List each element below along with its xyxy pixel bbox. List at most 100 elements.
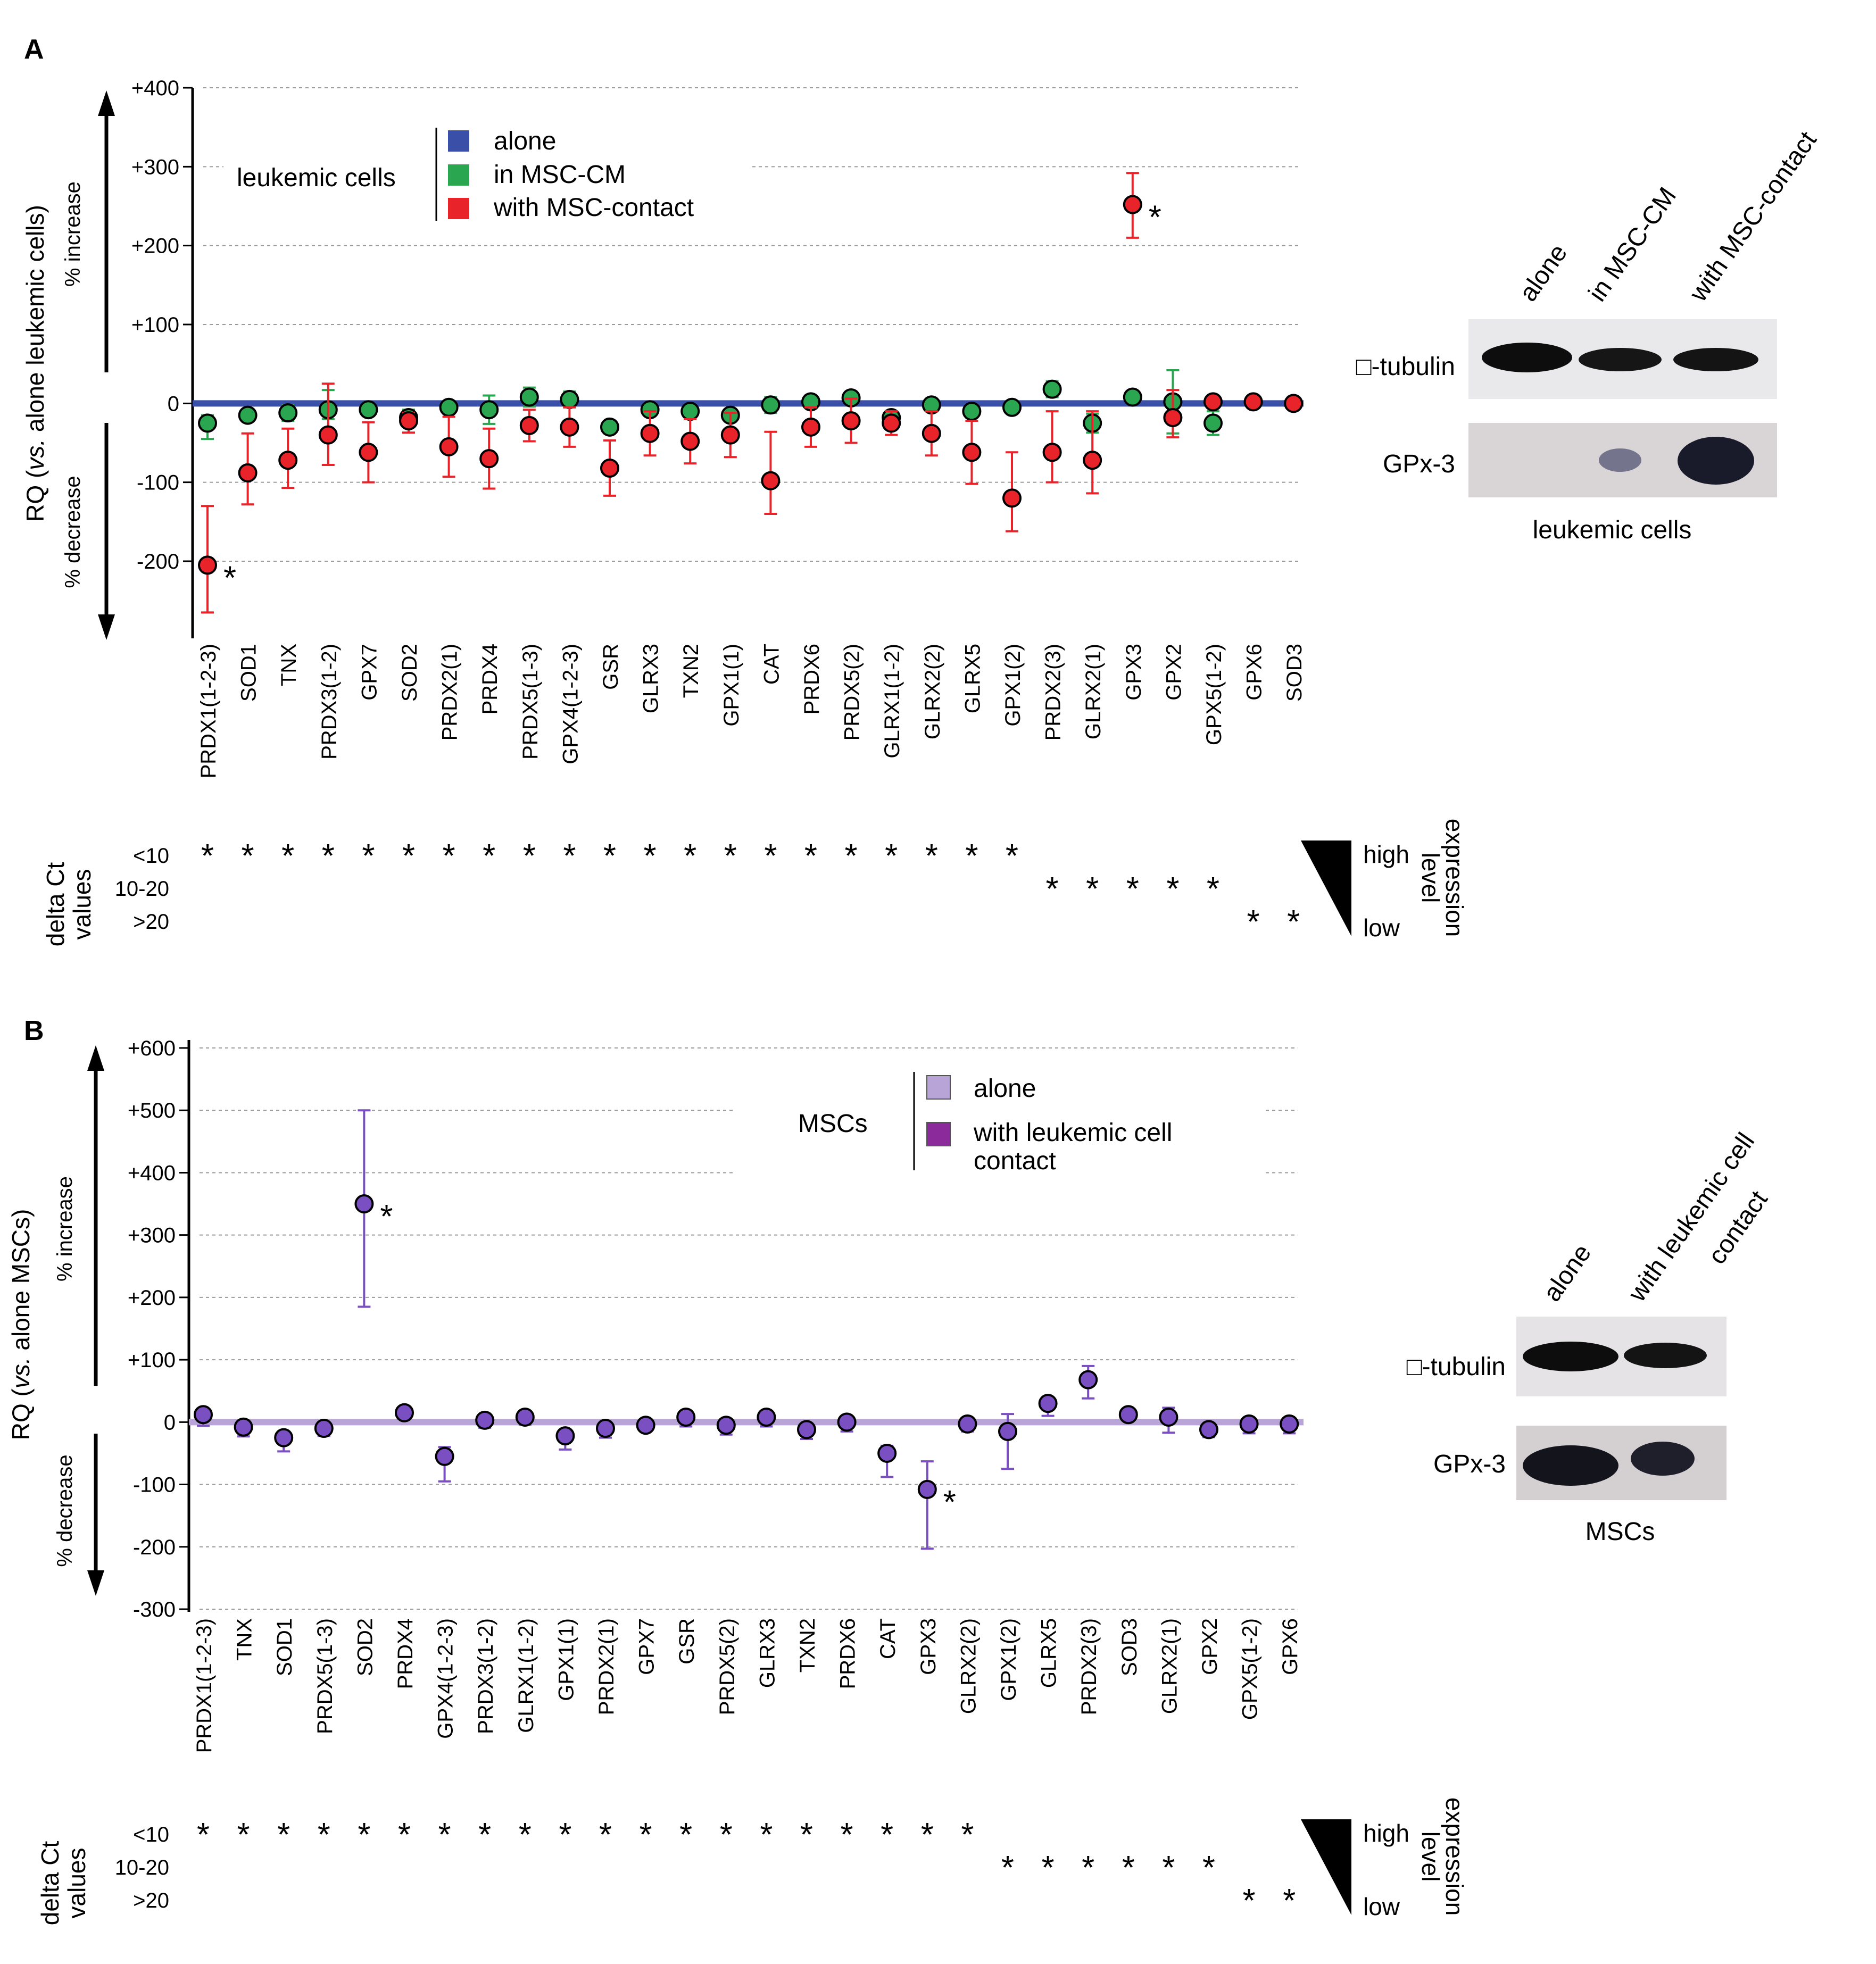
- a-point-with-msc-contact-sod3: [1284, 394, 1304, 413]
- panel-a-legend-box: [223, 120, 750, 237]
- b-x-label-glrx5: GLRX5: [1037, 1618, 1061, 1688]
- panel-b-band-tubulin-alone: [1523, 1342, 1618, 1371]
- b-y-tick-label-200: +200: [128, 1286, 176, 1310]
- legend-label-with-leukemic-contact-line2: contact: [974, 1147, 1056, 1175]
- b-point-with-leukemic-cell-contact-glrx2-2: [958, 1414, 977, 1434]
- panel-a-band-gpx3-msc-contact: [1678, 437, 1754, 485]
- panel-b-expression-title-line1: expression: [1441, 1797, 1468, 1916]
- panel-b-expression-high: high: [1363, 1819, 1409, 1847]
- b-point-with-leukemic-cell-contact-sod1: [274, 1428, 294, 1447]
- a-x-label-prdx4: PRDX4: [478, 644, 502, 714]
- b-ct-star-cat: *: [881, 1817, 893, 1853]
- b-point-with-leukemic-cell-contact-gpx3: [917, 1479, 937, 1499]
- a-x-label-prdx2-3: PRDX2(3): [1042, 644, 1065, 740]
- panel-a-delta-ct-row-3: >20: [133, 910, 169, 934]
- a-point-with-msc-contact-prdx6: [801, 417, 820, 437]
- a-point-in-msc-cm-prdx1-1-2-3: [198, 413, 217, 433]
- legend-swatch-in-msc-cm: [448, 164, 469, 186]
- a-x-label-gpx2: GPX2: [1162, 644, 1185, 701]
- b-point-with-leukemic-cell-contact-gpx6: [1280, 1414, 1299, 1434]
- b-x-label-prdx5-2: PRDX5(2): [716, 1618, 739, 1715]
- b-x-label-tnx: TNX: [233, 1618, 256, 1661]
- panel-b-increase-label: % increase: [53, 1176, 77, 1281]
- b-ct-star-glrx3: *: [760, 1817, 773, 1853]
- panel-b-delta-ct-stars: * * * * * * * * * * * * * * * * * * * * * * * * * * * *: [197, 1817, 1296, 1919]
- b-x-label-prdx1-1-2-3: PRDX1(1-2-3): [193, 1618, 216, 1753]
- a-point-with-msc-contact-prdx2-3: [1042, 443, 1062, 462]
- a-point-with-msc-contact-prdx5-2: [841, 411, 861, 430]
- b-point-with-leukemic-cell-contact-prdx1-1-2-3: [194, 1405, 213, 1425]
- a-point-in-msc-cm-gpx4-1-2-3: [560, 389, 579, 409]
- a-point-with-msc-contact-gpx6: [1243, 392, 1263, 412]
- b-y-tick-label-600: +600: [128, 1037, 176, 1060]
- a-point-in-msc-cm-prdx2-3: [1042, 379, 1062, 399]
- a-ct-star-sod2: *: [402, 838, 415, 875]
- panel-a-expression-title-line1: expression: [1441, 819, 1468, 937]
- b-ct-star-gpx7: *: [640, 1817, 652, 1853]
- b-ct-star-sod3: *: [1122, 1850, 1135, 1886]
- b-ct-star-prdx2-1: *: [599, 1817, 612, 1853]
- b-point-with-leukemic-cell-contact-gpx2: [1199, 1420, 1218, 1439]
- a-significance-gpx3: *: [1149, 199, 1161, 236]
- panel-b-expression-title-line2: level: [1417, 1832, 1445, 1882]
- b-point-with-leukemic-cell-contact-prdx6: [837, 1412, 857, 1432]
- panel-b-band-gpx3-contact: [1631, 1442, 1695, 1476]
- a-point-with-msc-contact-txn2: [680, 431, 700, 451]
- b-x-label-gpx7: GPX7: [635, 1618, 659, 1675]
- b-x-label-gpx3: GPX3: [917, 1618, 940, 1675]
- a-point-with-msc-contact-gpx5-1-2: [1203, 392, 1223, 412]
- panel-b-significance: **: [380, 1199, 956, 1521]
- panel-a-expression-low: low: [1363, 914, 1400, 942]
- b-x-label-gpx6: GPX6: [1279, 1618, 1302, 1675]
- a-ct-star-gpx5-1-2: *: [1207, 871, 1219, 908]
- panel-b-x-labels: PRDX1(1-2-3) TNX SOD1 PRDX5(1-3) SOD2 PRDX4 GP…: [193, 1618, 1302, 1753]
- panel-b-legend-group-label: MSCs: [798, 1110, 868, 1138]
- b-y-tick-label-500: +500: [128, 1099, 176, 1122]
- panel-b-label: B: [24, 1016, 44, 1046]
- a-ct-star-prdx1-1-2-3: *: [201, 838, 214, 875]
- a-point-in-msc-cm-gpx3: [1123, 387, 1142, 407]
- panel-b-legend-box: [734, 1064, 1264, 1184]
- b-x-label-gpx2: GPX2: [1198, 1618, 1222, 1675]
- a-point-with-msc-contact-gpx1-2: [1002, 488, 1022, 508]
- b-x-label-gpx5-1-2: GPX5(1-2): [1239, 1618, 1262, 1720]
- a-x-label-glrx2-1: GLRX2(1): [1082, 644, 1105, 739]
- b-y-tick-label-100: -100: [133, 1474, 176, 1497]
- a-y-tick-label-400: +400: [131, 77, 179, 100]
- a-point-in-msc-cm-txn2: [680, 402, 700, 421]
- panel-a-data-marks: [198, 172, 1304, 614]
- a-point-with-msc-contact-prdx3-1-2: [318, 425, 338, 445]
- b-point-with-leukemic-cell-contact-gpx7: [636, 1416, 655, 1435]
- b-y-tick-label-0: 0: [164, 1411, 176, 1434]
- b-point-with-leukemic-cell-contact-gpx4-1-2-3: [435, 1446, 454, 1466]
- b-ct-star-prdx5-2: *: [720, 1817, 733, 1853]
- legend-swatch-with-msc-contact: [448, 198, 469, 219]
- a-x-label-gsr: GSR: [599, 644, 622, 690]
- a-point-with-msc-contact-tnx: [278, 451, 298, 470]
- b-x-label-txn2: TXN2: [796, 1618, 819, 1672]
- a-ct-star-gpx1-1: *: [724, 838, 737, 875]
- a-ct-star-gpx4-1-2-3: *: [563, 838, 576, 875]
- a-point-with-msc-contact-prdx5-1-3: [519, 415, 539, 435]
- b-ct-star-gpx4-1-2-3: *: [438, 1817, 451, 1853]
- panel-a-increase-arrowhead: [98, 90, 115, 116]
- b-ct-star-prdx1-1-2-3: *: [197, 1817, 210, 1853]
- panel-b-blot-caption: MSCs: [1586, 1518, 1655, 1546]
- b-x-label-glrx2-2: GLRX2(2): [957, 1618, 980, 1714]
- b-x-label-prdx6: PRDX6: [836, 1618, 860, 1689]
- a-ct-star-glrx3: *: [644, 838, 657, 875]
- a-point-with-msc-contact-gsr: [600, 458, 619, 478]
- panel-b-data-marks: [194, 1109, 1299, 1550]
- panel-a-expression-title-line2: level: [1417, 853, 1445, 903]
- a-ct-star-prdx2-1: *: [443, 838, 455, 875]
- a-point-with-msc-contact-sod1: [238, 463, 258, 482]
- b-ct-star-txn2: *: [800, 1817, 813, 1853]
- a-ct-star-gpx6: *: [1247, 904, 1260, 941]
- legend-swatch-msc-alone: [926, 1075, 951, 1100]
- b-ct-star-gpx3: *: [921, 1817, 934, 1853]
- a-ct-star-sod3: *: [1287, 904, 1300, 941]
- a-point-with-msc-contact-gpx7: [359, 443, 378, 462]
- b-ct-star-sod1: *: [277, 1817, 290, 1853]
- a-point-with-msc-contact-prdx4: [479, 449, 499, 469]
